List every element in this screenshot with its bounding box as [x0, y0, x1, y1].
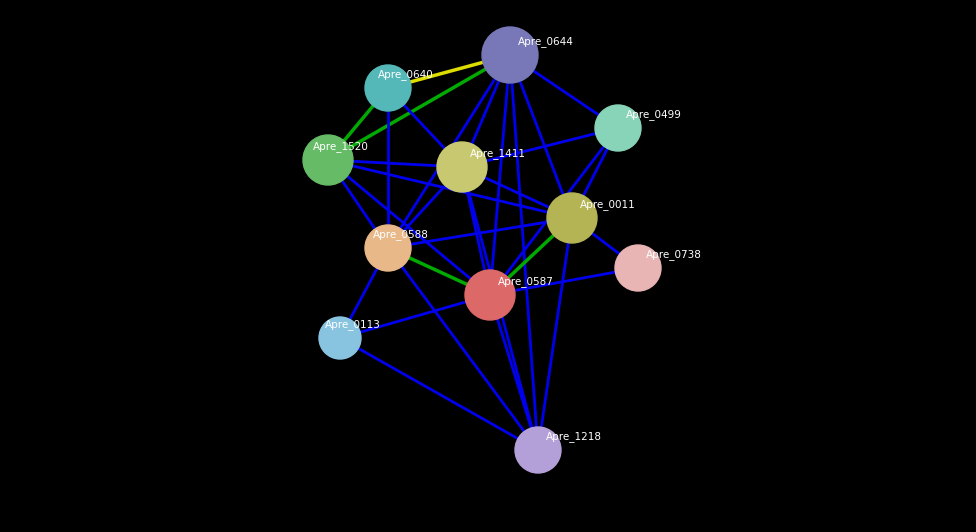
Circle shape — [365, 65, 411, 111]
Circle shape — [303, 135, 353, 185]
Circle shape — [615, 245, 661, 291]
Text: Apre_1411: Apre_1411 — [470, 148, 526, 159]
Text: Apre_0011: Apre_0011 — [580, 199, 635, 210]
Circle shape — [365, 225, 411, 271]
Circle shape — [465, 270, 515, 320]
Circle shape — [319, 317, 361, 359]
Circle shape — [482, 27, 538, 83]
Circle shape — [515, 427, 561, 473]
Text: Apre_0587: Apre_0587 — [498, 276, 553, 287]
Text: Apre_1218: Apre_1218 — [546, 431, 602, 442]
Text: Apre_0113: Apre_0113 — [325, 319, 381, 330]
Text: Apre_0644: Apre_0644 — [518, 36, 574, 47]
Text: Apre_0640: Apre_0640 — [378, 69, 433, 80]
Text: Apre_1520: Apre_1520 — [313, 141, 369, 152]
Circle shape — [547, 193, 597, 243]
Text: Apre_0499: Apre_0499 — [626, 109, 682, 120]
Text: Apre_0738: Apre_0738 — [646, 249, 702, 260]
Circle shape — [437, 142, 487, 192]
Text: Apre_0588: Apre_0588 — [373, 229, 428, 240]
Circle shape — [595, 105, 641, 151]
